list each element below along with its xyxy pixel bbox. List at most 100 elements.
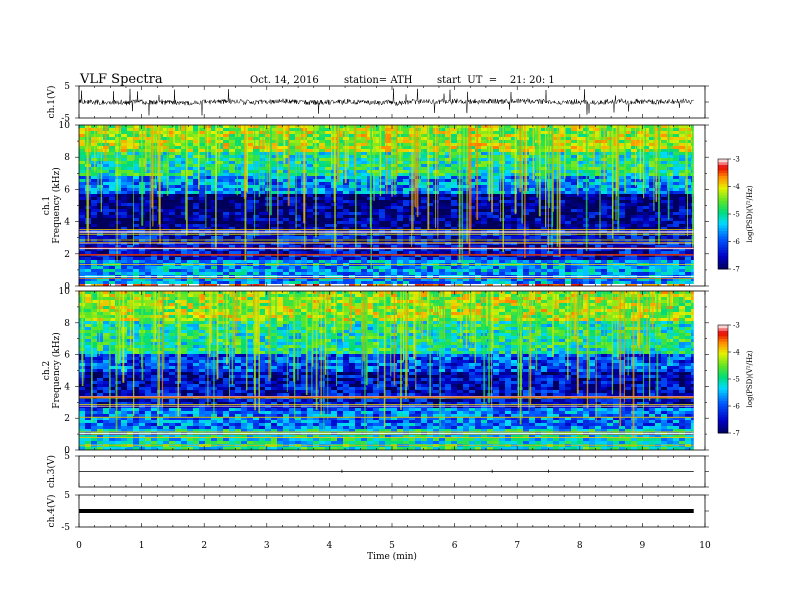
ch1-spectrogram-cell: [277, 260, 283, 263]
ch1-spectrogram-cell: [187, 242, 193, 245]
ch1-spectrogram-cell: [91, 212, 97, 215]
ch1-spectrogram-cell: [253, 239, 259, 242]
ch1-spectrogram-cell: [259, 236, 265, 239]
ch1-spectrogram-cell: [637, 197, 643, 200]
ch1-spectrogram-cell: [577, 131, 583, 134]
ch1-spectrogram-cell: [109, 212, 115, 215]
ch1-spectrogram-cell: [295, 188, 301, 191]
ch1-spectrogram-cell: [631, 152, 637, 155]
ch1-spectrogram-cell: [427, 137, 433, 140]
ch1-spectrogram-cell: [145, 161, 151, 164]
ch1-spectrogram-cell: [427, 179, 433, 182]
ch1-spectrogram-cell: [373, 170, 379, 173]
ch1-spectrogram-cell: [469, 209, 475, 212]
ch1-spectrogram-cell: [631, 200, 637, 203]
ch1-spectrogram-cell: [469, 236, 475, 239]
ch1-spectrogram-cell: [601, 191, 607, 194]
ch1-spectrogram-cell: [607, 221, 613, 224]
ch1-spectrogram-cell: [355, 194, 361, 197]
ch1-spectrogram-cell: [355, 191, 361, 194]
ch1-spectrogram-cell: [211, 227, 217, 230]
ch1-spectrogram-cell: [199, 188, 205, 191]
ch1-spectrogram-cell: [385, 203, 391, 206]
ch1-spectrogram-cell: [685, 200, 691, 203]
ch1-spectrogram-cell: [451, 164, 457, 167]
ch1-spectrogram-cell: [427, 143, 433, 146]
ch1-spectrogram-cell: [163, 134, 169, 137]
ch1-spectrogram-cell: [535, 128, 541, 131]
ch1-spectrogram-cell: [223, 242, 229, 245]
ch1-spectrogram-cell: [169, 224, 175, 227]
ch1-spectrogram-cell: [559, 224, 565, 227]
ch1-spectrogram-cell: [541, 227, 547, 230]
ch1-spectrogram-cell: [337, 206, 343, 209]
ch1-spectrogram-cell: [625, 224, 631, 227]
ch1-spectrogram-cell: [589, 188, 595, 191]
ch1-spectrogram-cell: [631, 167, 637, 170]
ch1-spectrogram-cell: [673, 194, 679, 197]
ch1-spectrogram-cell: [553, 143, 559, 146]
ch1-spectrogram-cell: [385, 215, 391, 218]
ch1-spectrogram-cell: [367, 245, 373, 248]
ch1-spectrogram-cell: [235, 251, 241, 254]
ch1-spectrogram-cell: [589, 191, 595, 194]
ch1-spectrogram-cell: [691, 152, 694, 155]
ch1-spectrogram-cell: [229, 266, 235, 269]
ch1-spectrogram-cell: [295, 185, 301, 188]
ch1-spectrogram-cell: [463, 254, 469, 257]
ch1-spectrogram-cell: [493, 140, 499, 143]
ch1-spectrogram-cell: [97, 134, 103, 137]
ch1-spectrogram-cell: [91, 137, 97, 140]
ch1-spectrogram-cell: [391, 131, 397, 134]
ch1-spectrogram-cell: [127, 128, 133, 131]
ch1-spectrogram-cell: [541, 128, 547, 131]
ch1-spectrogram-cell: [217, 245, 223, 248]
ch1-spectrogram-cell: [127, 221, 133, 224]
ch1-spectrogram-cell: [265, 215, 271, 218]
ch1-spectrogram-cell: [547, 254, 553, 257]
ch1-spectrogram-cell: [481, 242, 487, 245]
ch1-spectrogram-cell: [439, 221, 445, 224]
ch1-spectrogram-cell: [217, 215, 223, 218]
ch1-spectrogram-cell: [667, 134, 673, 137]
ch1-spectrogram-cell: [193, 143, 199, 146]
ch1-spectrogram-cell: [655, 179, 661, 182]
ch1-spectrogram-cell: [619, 182, 625, 185]
ch1-spectrogram-cell: [421, 182, 427, 185]
ch1-spectrogram-cell: [307, 152, 313, 155]
ch1-spectrogram-cell: [595, 260, 601, 263]
ch1-spectrogram-cell: [649, 152, 655, 155]
ch1-spectrogram-cell: [271, 221, 277, 224]
ch1-spectrogram-cell: [385, 170, 391, 173]
ch1-spectrogram-cell: [571, 215, 577, 218]
ch1-spectrogram-cell: [151, 152, 157, 155]
ch1-spectrogram-cell: [535, 134, 541, 137]
ch1-spectrogram-cell: [469, 257, 475, 260]
ch1-spectrogram-cell: [397, 164, 403, 167]
ch1-spectrogram-cell: [259, 158, 265, 161]
ch1-spectrogram-cell: [175, 206, 181, 209]
ch1-spectrogram-cell: [541, 164, 547, 167]
ch1-spectrogram-cell: [427, 221, 433, 224]
ch1-spectrogram-cell: [223, 215, 229, 218]
ch1-spectrogram-cell: [553, 173, 559, 176]
ch1-spectrogram-cell: [577, 158, 583, 161]
ch1-spectrogram-cell: [637, 185, 643, 188]
ch1-spectrogram-cell: [667, 197, 673, 200]
ch1-spectrogram-cell: [115, 188, 121, 191]
ch1-spectrogram-cell: [619, 179, 625, 182]
ch1-spectrogram-cell: [103, 239, 109, 242]
ch1-spectrogram-cell: [685, 197, 691, 200]
ch1-spectrogram-cell: [277, 146, 283, 149]
ch1-spectrogram-cell: [265, 203, 271, 206]
ch1-spectrogram-cell: [217, 170, 223, 173]
ch1-spectrogram-cell: [169, 140, 175, 143]
ch1-spectrogram-cell: [565, 221, 571, 224]
ch1-spectrogram-cell: [295, 254, 301, 257]
ch1-spectrogram-cell: [427, 158, 433, 161]
ch1-spectrogram-cell: [379, 221, 385, 224]
ch1-spectrogram-cell: [625, 236, 631, 239]
ch1-spectrogram-cell: [427, 260, 433, 263]
ch1-spectrogram-cell: [547, 257, 553, 260]
ch1-spectrogram-cell: [529, 179, 535, 182]
